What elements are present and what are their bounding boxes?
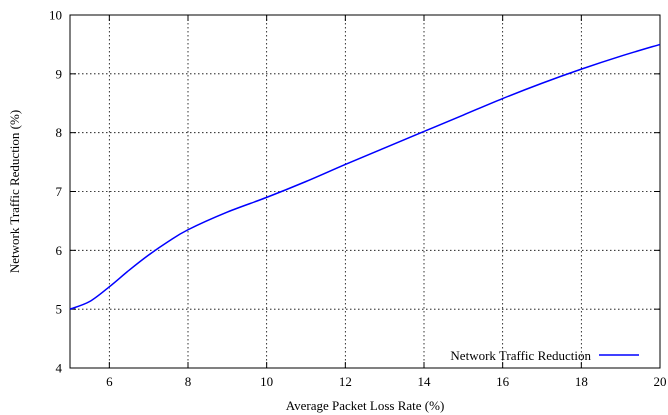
y-tick-label: 10	[49, 8, 62, 23]
x-tick-label: 6	[106, 374, 113, 389]
x-tick-label: 18	[575, 374, 588, 389]
y-axis-label: Network Traffic Reduction (%)	[7, 110, 22, 273]
y-tick-label: 4	[56, 361, 63, 376]
axis-ticks	[70, 14, 661, 369]
y-tick-label: 6	[56, 243, 63, 258]
y-tick-label: 7	[56, 184, 63, 199]
x-tick-label: 20	[654, 374, 667, 389]
y-tick-label: 9	[56, 66, 63, 81]
y-tick-label: 5	[56, 302, 63, 317]
x-tick-label: 14	[418, 374, 432, 389]
x-tick-label: 8	[185, 374, 192, 389]
series-line	[69, 43, 661, 310]
legend: Network Traffic Reduction	[450, 348, 639, 363]
x-tick-labels: 6 8 10 12 14 16 18 20	[106, 374, 666, 389]
x-tick-label: 12	[339, 374, 352, 389]
series-layer	[69, 43, 661, 310]
y-tick-labels: 4 5 6 7 8 9 10	[49, 8, 63, 376]
y-tick-label: 8	[56, 125, 63, 140]
legend-label: Network Traffic Reduction	[450, 348, 591, 363]
x-axis-label: Average Packet Loss Rate (%)	[286, 398, 445, 413]
x-tick-label: 16	[496, 374, 510, 389]
grid-lines	[70, 15, 660, 368]
x-tick-label: 10	[260, 374, 273, 389]
